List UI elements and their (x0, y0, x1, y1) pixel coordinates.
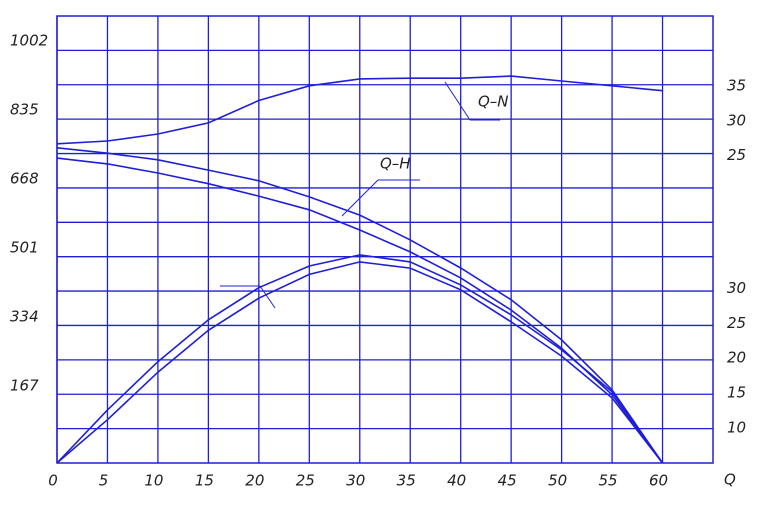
curve (56, 261, 664, 464)
y-tick-label: 1002 (10, 32, 48, 50)
leader (444, 81, 471, 121)
x-tick-label: 30 (346, 472, 365, 490)
x-tick-label: 20 (245, 472, 264, 490)
x-axis-label: Q (724, 471, 736, 489)
y2-tick-label: 35 (727, 76, 746, 94)
y2-tick-label: 30 (727, 111, 746, 129)
x-tick-label: 0 (48, 472, 58, 490)
curve (56, 157, 664, 464)
y2-tick-label: 15 (727, 384, 746, 402)
x-tick-label: 40 (447, 472, 466, 490)
annotation: Q–N (478, 93, 509, 111)
x-tick-label: 10 (144, 472, 163, 490)
x-tick-label: 45 (498, 472, 517, 490)
y-tick-label: 668 (10, 170, 39, 188)
x-tick-label: 35 (397, 472, 416, 490)
y-tick-label: 835 (10, 101, 39, 119)
curve (56, 254, 664, 464)
x-tick-label: 15 (195, 472, 214, 490)
x-tick-label: 55 (599, 472, 618, 490)
curve (56, 147, 664, 464)
y2-tick-label: 20 (727, 349, 746, 367)
leader (259, 285, 276, 309)
y2-tick-label: 25 (727, 146, 746, 164)
x-tick-label: 60 (649, 472, 668, 490)
y-tick-label: 334 (10, 308, 39, 326)
annotation: Q–H (380, 155, 411, 173)
x-tick-label: 25 (296, 472, 315, 490)
curve (56, 75, 663, 145)
y-tick-label: 167 (10, 377, 39, 395)
y2-tick-label: 10 (727, 419, 746, 437)
x-tick-label: 5 (99, 472, 109, 490)
y2-tick-label: 25 (727, 314, 746, 332)
y-tick-label: 501 (10, 239, 39, 257)
x-tick-label: 50 (548, 472, 567, 490)
y2-tick-label: 30 (727, 279, 746, 297)
